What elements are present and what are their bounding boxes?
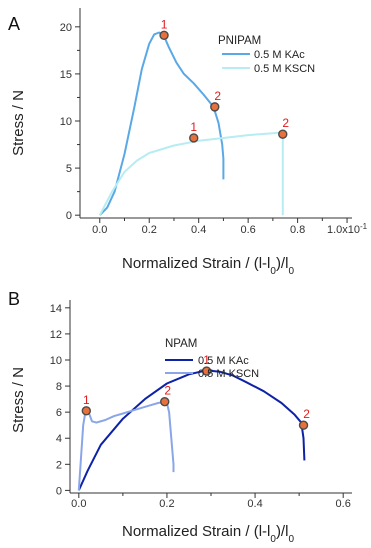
marker-label: 1 <box>83 393 90 407</box>
marker-point <box>81 406 92 416</box>
legend-entry: 0.5 M KAc <box>198 355 249 367</box>
x-tick-label: 0.0 <box>71 498 86 510</box>
marker-label: 1 <box>190 120 197 134</box>
y-tick-label: 14 <box>50 303 62 315</box>
y-tick-label: 15 <box>60 69 72 81</box>
y-tick-label: 0 <box>56 485 62 497</box>
x-tick-label: 0.2 <box>159 498 174 510</box>
y-tick-label: 20 <box>60 22 72 34</box>
marker-group-b: 1 2 1 2 <box>81 353 310 430</box>
series-line-1 <box>77 369 306 491</box>
x-tick-label: 0.6 <box>240 224 255 236</box>
series-group-b <box>77 369 306 491</box>
legend-entry: 0.5 M KSCN <box>254 63 315 75</box>
legend-entry: 0.5 M KAc <box>254 49 305 61</box>
panel-label-a: A <box>8 14 20 34</box>
y-tick-label: 10 <box>50 355 62 367</box>
y-tick-label: 0 <box>66 210 72 222</box>
x-axis-label-a: Normalized Strain / (l-l0)/l0 <box>122 255 294 277</box>
x-tick-label: 0.4 <box>247 498 262 510</box>
series-line-1 <box>99 31 225 216</box>
marker-point <box>159 30 169 41</box>
x-axis-label-b: Normalized Strain / (l-l0)/l0 <box>122 523 294 545</box>
marker-label: 2 <box>164 384 171 398</box>
legend-a: PNIPAM 0.5 M KAc 0.5 M KSCN <box>218 35 315 75</box>
legend-entry: 0.5 M KSCN <box>198 368 259 380</box>
x-tick-label: 0.6 <box>336 498 351 510</box>
marker-label: 2 <box>303 407 310 421</box>
marker-point <box>189 133 199 143</box>
legend-title: NPAM <box>165 338 197 350</box>
x-tick-label: 1.0x10-1 <box>327 222 368 237</box>
y-tick-label: 12 <box>50 329 62 341</box>
marker-group-a: 1 2 1 2 <box>159 17 289 143</box>
marker-point <box>210 102 220 112</box>
panel-a: A 0.0 0.2 0.4 0.6 0.8 1.0x10-1 0 5 10 15 20 1 2 1 2 P… <box>8 8 368 277</box>
axes-a: 0.0 0.2 0.4 0.6 0.8 1.0x10-1 0 5 10 15 20 <box>60 8 368 236</box>
y-tick-label: 2 <box>56 459 62 471</box>
legend-title: PNIPAM <box>218 35 261 47</box>
x-tick-label: 0.8 <box>290 224 305 236</box>
y-tick-label: 4 <box>56 433 62 445</box>
y-tick-label: 6 <box>56 407 62 419</box>
x-tick-label: 0.2 <box>142 224 157 236</box>
y-axis-label-b: Stress / N <box>10 367 27 433</box>
x-tick-label: 0.0 <box>92 224 107 236</box>
marker-label: 2 <box>282 116 289 130</box>
marker-point <box>201 366 212 376</box>
y-axis-label-a: Stress / N <box>10 90 27 156</box>
panel-label-b: B <box>8 289 20 309</box>
marker-label: 2 <box>214 89 221 103</box>
y-tick-label: 8 <box>56 381 62 393</box>
y-tick-label: 10 <box>60 116 72 128</box>
y-tick-label: 5 <box>66 163 72 175</box>
marker-point <box>160 397 170 407</box>
marker-point <box>278 129 288 139</box>
x-tick-label: 0.4 <box>191 224 206 236</box>
marker-point <box>298 420 309 430</box>
marker-label: 1 <box>161 17 168 31</box>
marker-label: 1 <box>203 353 210 367</box>
